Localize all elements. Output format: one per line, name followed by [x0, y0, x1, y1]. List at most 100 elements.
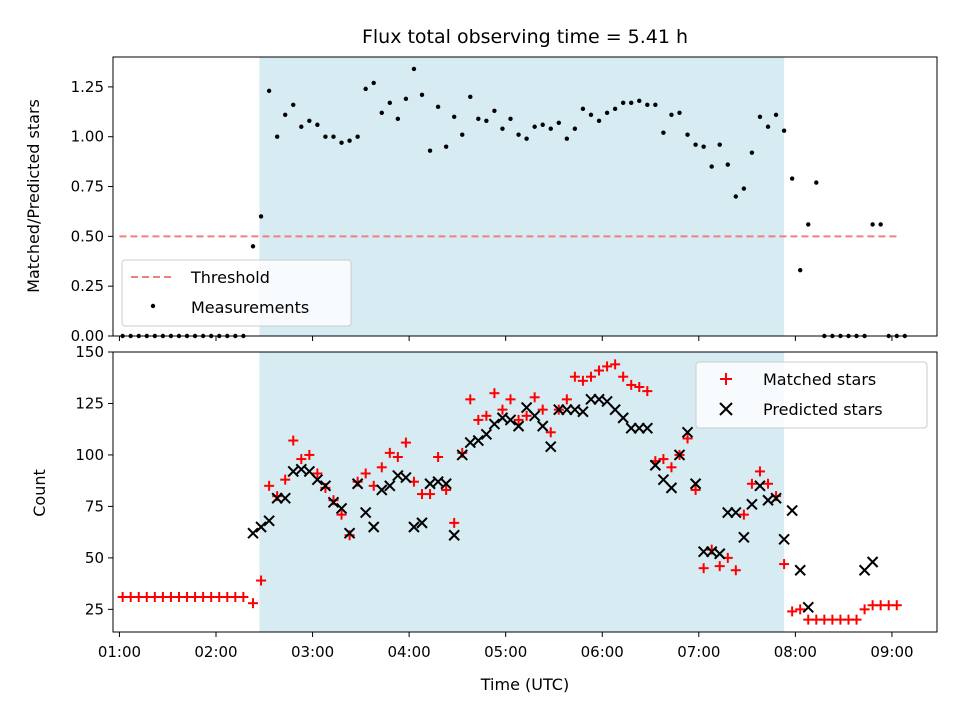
predicted-star-point: [802, 601, 814, 614]
y-tick-label: 0.75: [71, 178, 104, 196]
measurement-point: [637, 98, 642, 104]
measurement-point: [781, 128, 787, 133]
measurement-point: [572, 126, 578, 131]
measurement-point: [492, 108, 497, 114]
measurement-point: [789, 176, 795, 181]
measurement-point: [516, 132, 521, 137]
predicted-star-point: [577, 405, 589, 418]
measurement-point: [798, 268, 803, 273]
measurement-point: [556, 120, 561, 125]
predicted-star-point: [440, 478, 452, 490]
matched-legend-marker: [720, 373, 732, 385]
measurement-point: [363, 86, 368, 92]
matched-star-point: [698, 563, 709, 574]
matched-star-point: [376, 462, 387, 473]
predicted-star-point: [416, 517, 428, 529]
measurement-point: [395, 116, 401, 121]
matched-star-point: [738, 509, 749, 520]
measurement-point: [307, 118, 312, 123]
measurement-point: [468, 94, 473, 100]
predicted-star-point: [287, 465, 299, 478]
measurement-point: [524, 136, 529, 141]
top-y-axis-label: Matched/Predicted stars: [24, 99, 43, 293]
predicted-star-point: [794, 564, 806, 576]
bottom-legend: Matched stars Predicted stars: [695, 361, 928, 429]
measurement-point: [283, 112, 288, 117]
matched-star-point: [634, 382, 645, 392]
predicted-star-point: [496, 412, 509, 424]
x-tick-label: 07:00: [677, 643, 720, 661]
measurement-point: [315, 122, 320, 127]
matched-star-point: [891, 600, 902, 611]
x-tick-label: 05:00: [484, 643, 527, 661]
predicted-star-point: [247, 527, 259, 539]
measurement-point: [427, 148, 433, 153]
matched-star-point: [610, 359, 621, 370]
measurement-point: [331, 134, 336, 139]
predicted-star-point: [617, 412, 629, 424]
predicted-star-point: [408, 521, 420, 533]
measurement-point: [709, 164, 714, 169]
matched-star-point: [714, 561, 725, 572]
matched-star-point: [441, 484, 452, 495]
measurement-point: [411, 66, 417, 72]
measurement-point: [299, 124, 304, 129]
bottom-panel: 25 50 75 100 125 150 01:00 02:00 03:00 04:00 05:0…: [30, 343, 938, 694]
matched-star-point: [264, 480, 275, 491]
matched-star-point: [763, 478, 774, 489]
measurement-point: [629, 100, 634, 106]
matched-star-point: [400, 437, 411, 448]
x-tick-label: 08:00: [774, 643, 817, 661]
predicted-star-point: [770, 492, 782, 504]
x-tick-label: 09:00: [870, 643, 913, 661]
measurement-point: [604, 110, 610, 116]
measurement-point: [291, 102, 296, 108]
measurement-point: [669, 112, 674, 117]
measurement-point: [540, 122, 545, 127]
predicted-star-point: [673, 449, 686, 461]
measurement-point: [870, 222, 875, 227]
measurement-point: [500, 126, 505, 131]
measurement-point: [596, 118, 602, 123]
matched-star-point: [288, 435, 299, 446]
matched-star-point: [537, 404, 548, 415]
matched-star-point: [481, 410, 492, 421]
measurement-point: [266, 88, 272, 94]
measurement-point: [677, 110, 682, 116]
predicted-star-point: [512, 420, 525, 432]
predicted-star-point: [649, 459, 662, 471]
measurement-point: [717, 142, 722, 147]
matched-star-point: [754, 466, 765, 477]
matched-star-point: [851, 614, 862, 625]
predicted-star-point: [311, 473, 324, 486]
measurement-point: [757, 114, 763, 119]
predicted-star-point: [448, 529, 460, 541]
predicted-star-point: [665, 482, 678, 494]
measurement-point: [508, 116, 513, 121]
measurement-point: [620, 100, 626, 106]
matched-star-point: [238, 592, 249, 602]
matched-star-point: [859, 604, 870, 615]
y-tick-label: 0.50: [71, 227, 104, 245]
predicted-star-point: [335, 502, 348, 515]
top-legend-box: [121, 259, 352, 327]
predicted-star-point: [295, 463, 308, 476]
measurement-point: [339, 140, 344, 145]
predicted-star-point: [255, 521, 267, 533]
measurement-point: [484, 118, 489, 123]
matched-star-point: [280, 474, 291, 485]
matched-star-point: [561, 394, 572, 405]
predicted-star-point: [376, 484, 388, 496]
predicted-star-point: [738, 531, 750, 544]
predicted-star-point: [464, 436, 476, 449]
matched-star-point: [618, 371, 629, 382]
predicted-star-point: [327, 496, 340, 509]
predicted-star-point: [786, 504, 798, 517]
matched-star-point: [642, 386, 653, 397]
measurement-point: [653, 102, 658, 108]
measurement-point: [693, 142, 698, 147]
y-tick-label: 1.00: [71, 128, 104, 146]
bottom-legend-box: [695, 361, 928, 429]
measurement-point: [274, 134, 280, 139]
measurement-point: [387, 100, 393, 106]
